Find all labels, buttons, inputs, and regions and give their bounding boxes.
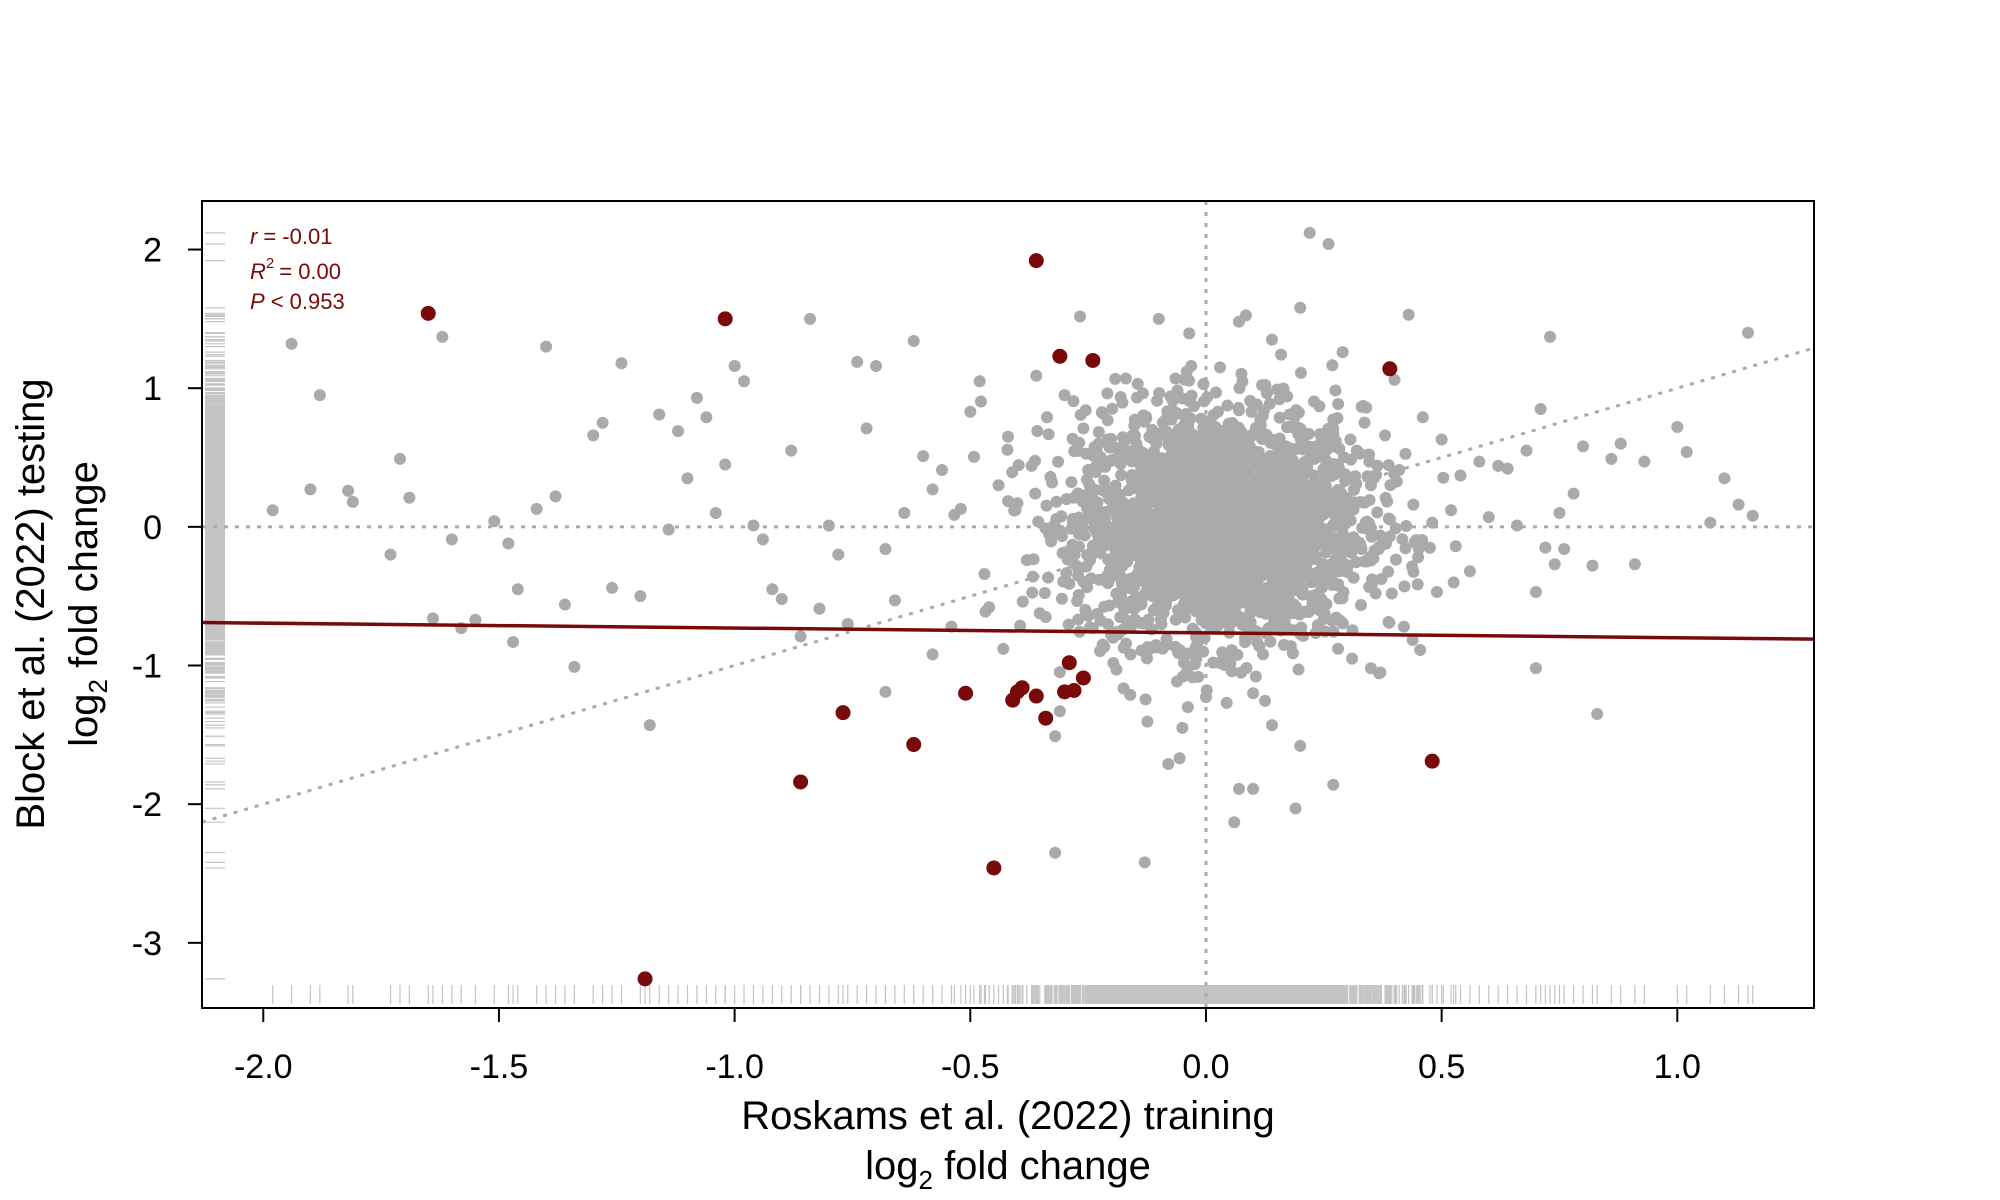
chart-background	[0, 0, 2000, 1200]
